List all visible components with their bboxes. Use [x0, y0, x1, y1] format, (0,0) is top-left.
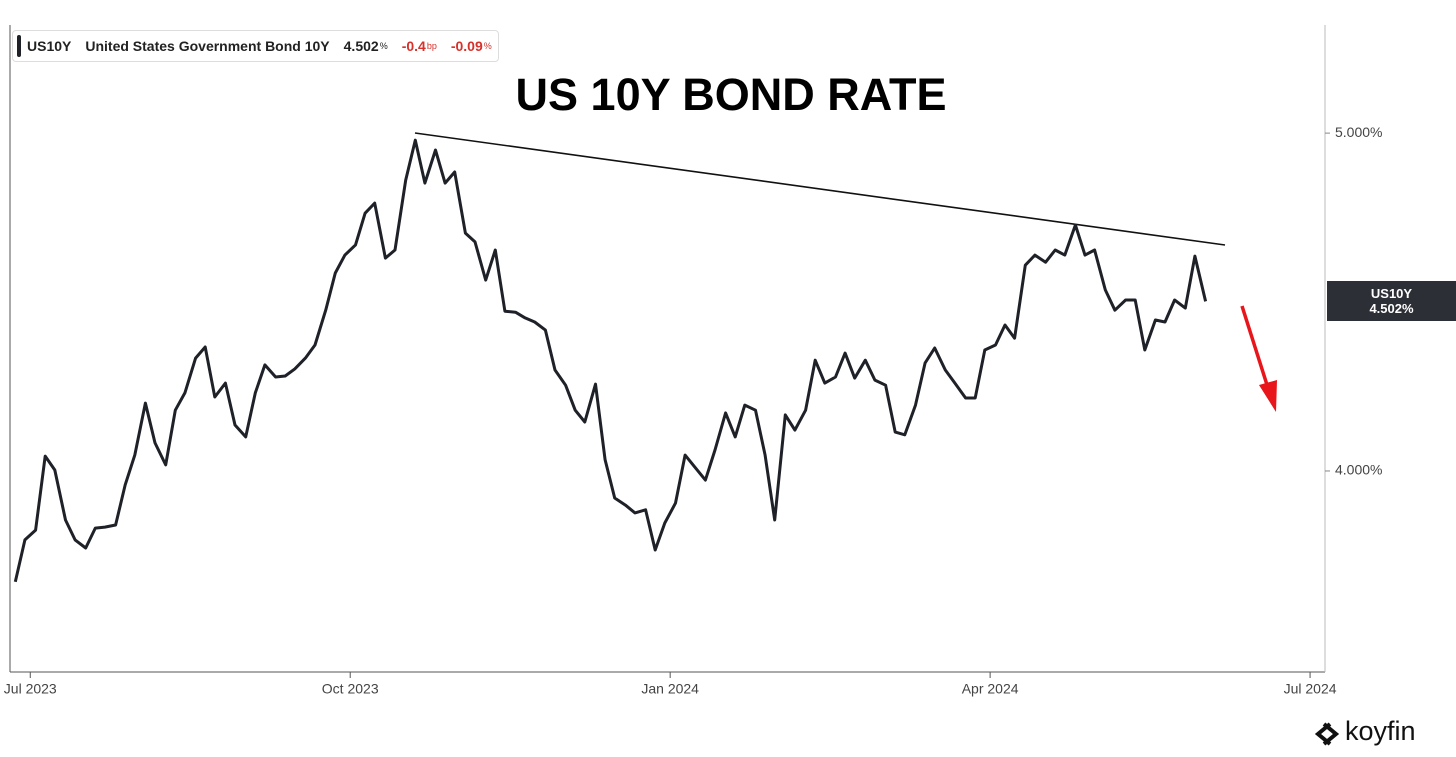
x-tick-label: Jan 2024 — [641, 681, 699, 697]
trend-line — [414, 132, 1226, 246]
x-tick-label: Jul 2024 — [1284, 681, 1337, 697]
last-value-name: US10Y — [1370, 286, 1413, 302]
brand-logo: koyfin — [1314, 716, 1416, 746]
legend-swatch — [17, 35, 21, 57]
change-pct: -0.09 — [450, 38, 483, 54]
symbol: US10Y — [27, 38, 72, 54]
brand: koyfin — [1345, 716, 1416, 746]
change: -0.4 — [401, 38, 426, 54]
price-unit: % — [379, 41, 388, 51]
x-tick-label: Oct 2023 — [322, 681, 379, 697]
chart-title: US 10Y BOND RATE — [516, 69, 947, 120]
legend-box: US10Y United States Government Bond 10Y … — [12, 30, 499, 62]
change-pct-unit: % — [483, 41, 492, 51]
x-tick-label: Apr 2024 — [962, 681, 1019, 697]
y-tick-label: 4.000% — [1335, 462, 1382, 478]
instrument-name: United States Government Bond 10Y — [85, 38, 330, 54]
y-tick-label: 5.000% — [1335, 124, 1382, 140]
last-value-box: US10Y 4.502% — [1327, 281, 1456, 322]
x-tick-label: Jul 2023 — [4, 681, 57, 697]
change-unit: bp — [426, 41, 437, 51]
price: 4.502 — [343, 38, 379, 54]
last-value-label: 4.502% — [1369, 301, 1414, 317]
series-line — [13, 138, 1208, 583]
red-arrow — [1240, 305, 1277, 412]
